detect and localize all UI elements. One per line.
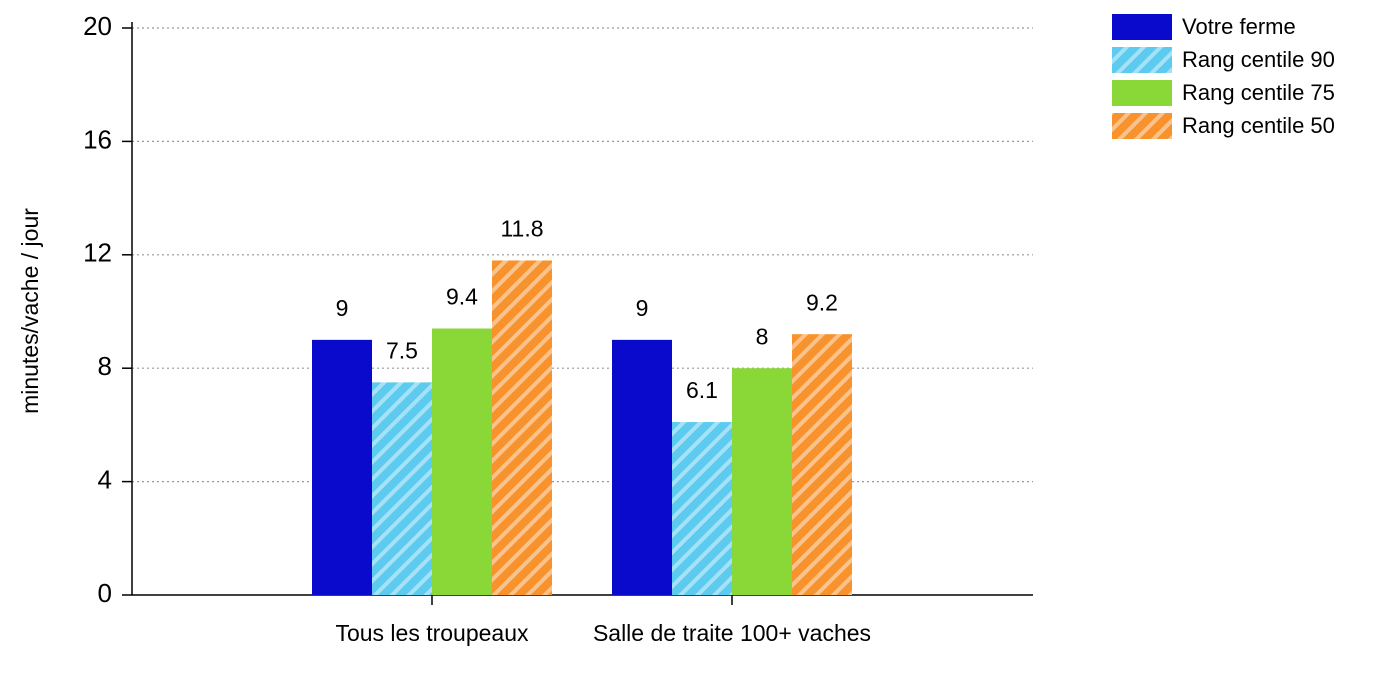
x-tick-label: Tous les troupeaux (335, 620, 529, 646)
legend-swatch (1112, 113, 1172, 139)
data-label: 11.8 (500, 216, 543, 242)
y-tick-label: 20 (83, 11, 112, 41)
legend-swatch (1112, 14, 1172, 40)
data-label: 9.2 (806, 289, 838, 315)
y-tick-label: 16 (83, 124, 112, 154)
legend-label: Rang centile 90 (1182, 47, 1335, 72)
data-label: 6.1 (686, 377, 718, 403)
y-tick-label: 8 (98, 351, 112, 381)
bar (732, 368, 792, 595)
data-label: 9.4 (446, 284, 478, 310)
bar (612, 339, 672, 595)
y-tick-label: 0 (98, 578, 112, 608)
bar (372, 382, 432, 595)
bar (672, 422, 732, 595)
legend-swatch (1112, 80, 1172, 106)
legend-swatch (1112, 47, 1172, 73)
y-tick-label: 12 (83, 238, 112, 268)
bar (312, 339, 372, 595)
x-tick-label: Salle de traite 100+ vaches (592, 620, 872, 646)
legend-label: Rang centile 75 (1182, 80, 1335, 105)
legend-label: Votre ferme (1182, 14, 1296, 39)
data-label: 9 (336, 295, 349, 321)
data-label: 9 (636, 295, 649, 321)
y-axis-label: minutes/vache / jour (17, 208, 43, 414)
data-label: 8 (756, 323, 769, 349)
bar (492, 260, 552, 595)
bar (792, 334, 852, 595)
bar (432, 328, 492, 595)
data-label: 7.5 (386, 337, 418, 363)
legend-label: Rang centile 50 (1182, 113, 1335, 138)
y-tick-label: 4 (98, 464, 112, 494)
